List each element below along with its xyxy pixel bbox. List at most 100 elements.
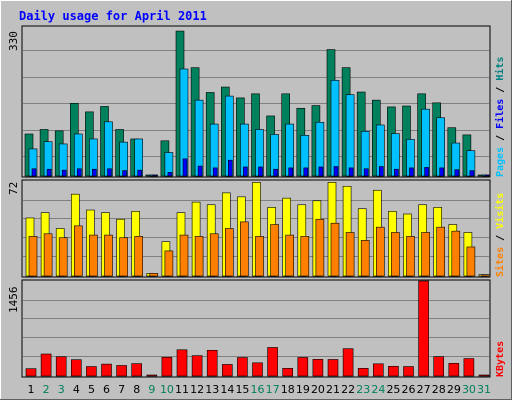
hits-bar-files-day-28 bbox=[436, 117, 446, 177]
day-label-15: 15 bbox=[235, 383, 249, 396]
hits-bar-pages-day-20 bbox=[318, 166, 324, 177]
kbytes-bar-kbytes-day-2 bbox=[40, 353, 52, 377]
hits-bar-files-day-22 bbox=[345, 94, 355, 177]
hits-bar-pages-day-29 bbox=[454, 169, 460, 177]
day-label-21: 21 bbox=[326, 383, 340, 396]
kbytes-bar-kbytes-day-25 bbox=[388, 365, 399, 377]
hits-bar-pages-day-11 bbox=[182, 158, 188, 177]
panel-visits-bars bbox=[25, 182, 491, 277]
day-label-17: 17 bbox=[266, 383, 280, 396]
hits-bar-pages-day-16 bbox=[258, 166, 263, 177]
day-label-9: 9 bbox=[148, 383, 155, 396]
kbytes-bar-kbytes-day-31 bbox=[478, 374, 490, 377]
day-label-4: 4 bbox=[73, 383, 80, 396]
visits-bar-sites-day-16 bbox=[255, 236, 264, 277]
day-label-11: 11 bbox=[175, 383, 189, 396]
visits-bar-sites-day-26 bbox=[406, 236, 415, 277]
day-label-5: 5 bbox=[88, 383, 95, 396]
hits-bar-pages-day-26 bbox=[409, 167, 414, 177]
hits-bar-pages-day-18 bbox=[288, 167, 294, 177]
hits-bar-files-day-12 bbox=[194, 99, 204, 177]
chart-title: Daily usage for April 2011 bbox=[19, 9, 207, 23]
visits-bar-sites-day-11 bbox=[179, 234, 189, 277]
legend-kbytes-label: KBytes bbox=[495, 341, 506, 377]
hits-bar-pages-day-30 bbox=[469, 170, 475, 177]
visits-bar-sites-day-12 bbox=[194, 236, 204, 277]
visits-bar-sites-day-28 bbox=[436, 226, 446, 277]
day-label-24: 24 bbox=[371, 383, 385, 396]
visits-bar-sites-day-31 bbox=[481, 274, 491, 277]
legend-pages-files-hits: Pages / Files / Hits bbox=[494, 57, 506, 177]
visits-bar-sites-day-29 bbox=[451, 230, 461, 277]
day-label-31: 31 bbox=[477, 383, 491, 396]
kbytes-bar-kbytes-day-22 bbox=[342, 348, 354, 377]
panel-kbytes-bars bbox=[25, 280, 490, 377]
hits-bar-pages-day-10 bbox=[167, 172, 173, 177]
kbytes-bar-kbytes-day-28 bbox=[433, 356, 445, 377]
day-label-2: 2 bbox=[43, 383, 50, 396]
kbytes-bar-kbytes-day-5 bbox=[86, 366, 97, 377]
kbytes-ymax-label: 1456 bbox=[7, 287, 20, 314]
day-label-26: 26 bbox=[402, 383, 416, 396]
kbytes-bar-kbytes-day-19 bbox=[297, 357, 309, 377]
visits-bar-sites-day-27 bbox=[421, 232, 430, 277]
legend-sites-visits: Sites / Visits bbox=[494, 193, 506, 277]
day-label-19: 19 bbox=[296, 383, 310, 396]
hits-bar-files-day-6 bbox=[104, 121, 113, 177]
visits-bar-sites-day-7 bbox=[119, 237, 128, 277]
hits-bar-pages-day-13 bbox=[212, 167, 218, 177]
kbytes-bar-kbytes-day-20 bbox=[312, 358, 324, 377]
kbytes-bar-kbytes-day-1 bbox=[25, 368, 37, 377]
visits-bar-sites-day-5 bbox=[89, 234, 98, 277]
visits-bar-sites-day-4 bbox=[74, 225, 83, 277]
hits-bar-pages-day-9 bbox=[152, 174, 158, 177]
kbytes-bar-kbytes-day-30 bbox=[463, 358, 475, 377]
day-label-25: 25 bbox=[386, 383, 400, 396]
panel-kbytes-bg bbox=[21, 279, 491, 378]
kbytes-bar-kbytes-day-11 bbox=[176, 349, 188, 377]
visits-bar-sites-day-10 bbox=[164, 250, 174, 277]
hits-ymax-label: 330 bbox=[7, 31, 20, 51]
visits-bar-sites-day-22 bbox=[345, 232, 355, 277]
kbytes-bar-kbytes-day-29 bbox=[448, 363, 460, 377]
hits-bar-pages-day-3 bbox=[61, 169, 67, 177]
day-label-8: 8 bbox=[133, 383, 140, 396]
kbytes-bar-kbytes-day-12 bbox=[191, 355, 203, 377]
legend-kbytes: KBytes bbox=[495, 341, 506, 377]
hits-bar-pages-day-14 bbox=[228, 159, 233, 177]
hits-bar-pages-day-21 bbox=[333, 166, 339, 177]
day-label-27: 27 bbox=[417, 383, 431, 396]
visits-bar-sites-day-15 bbox=[240, 221, 249, 277]
day-label-16: 16 bbox=[251, 383, 265, 396]
hits-bar-pages-day-4 bbox=[77, 168, 82, 177]
visits-bar-sites-day-23 bbox=[360, 240, 370, 277]
day-label-3: 3 bbox=[58, 383, 65, 396]
day-label-10: 10 bbox=[160, 383, 174, 396]
visits-bar-sites-day-24 bbox=[375, 226, 385, 277]
hits-bar-pages-day-7 bbox=[122, 170, 127, 177]
day-label-23: 23 bbox=[356, 383, 370, 396]
day-label-7: 7 bbox=[118, 383, 125, 396]
panel-kbytes-grid bbox=[23, 300, 489, 357]
kbytes-bar-kbytes-day-15 bbox=[237, 357, 248, 377]
kbytes-bar-kbytes-day-13 bbox=[206, 349, 218, 377]
kbytes-bar-kbytes-day-9 bbox=[146, 374, 158, 377]
day-label-18: 18 bbox=[281, 383, 295, 396]
hits-bar-pages-day-22 bbox=[348, 167, 354, 177]
visits-bar-sites-day-2 bbox=[43, 233, 53, 277]
visits-bar-sites-day-9 bbox=[149, 273, 159, 277]
kbytes-bar-kbytes-day-3 bbox=[55, 356, 67, 377]
kbytes-bar-kbytes-day-18 bbox=[282, 368, 294, 377]
panel-hits-bars bbox=[24, 30, 491, 177]
legend-hits: Hits bbox=[494, 57, 506, 81]
hits-bar-pages-day-6 bbox=[107, 168, 112, 177]
legend-sep-3: / bbox=[495, 229, 506, 247]
day-label-1: 1 bbox=[28, 383, 35, 396]
visits-ymax-label: 72 bbox=[7, 182, 20, 195]
legend-visits: Visits bbox=[494, 193, 506, 229]
day-label-12: 12 bbox=[190, 383, 204, 396]
visits-bar-sites-day-30 bbox=[466, 246, 476, 277]
hits-bar-pages-day-12 bbox=[197, 165, 203, 177]
hits-bar-pages-day-5 bbox=[92, 168, 97, 177]
visits-bar-sites-day-14 bbox=[225, 228, 234, 277]
